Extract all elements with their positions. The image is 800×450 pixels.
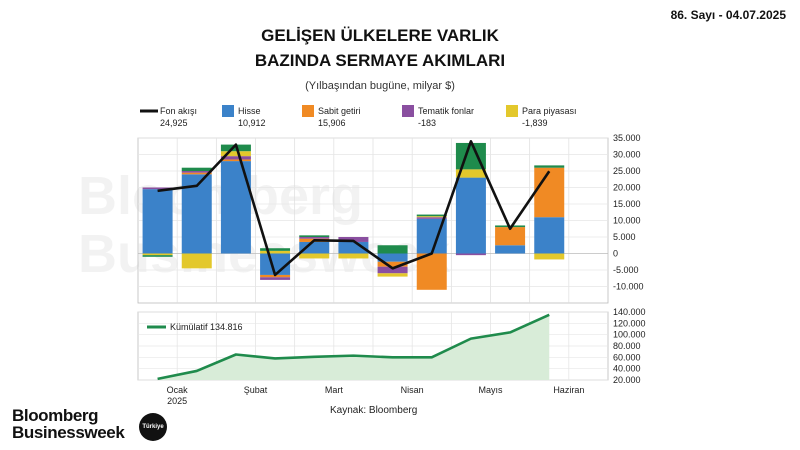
x-tick-label: Ocak	[167, 385, 189, 395]
legend-label-cumulative: Kümülatif 134.816	[170, 322, 243, 332]
bar-segment-hisse	[455, 177, 486, 254]
bar-segment-other	[299, 235, 330, 237]
logo-line2: Businessweek	[12, 423, 125, 442]
bottom-y-tick-label: 40.000	[613, 364, 641, 374]
bar-segment-other	[416, 214, 447, 217]
top-y-tick-label: 10.000	[613, 216, 641, 226]
bar-segment-tematik	[455, 253, 486, 256]
bar-segment-other	[377, 245, 408, 254]
top-y-tick-label: 30.000	[613, 150, 641, 160]
cumulative-line	[157, 313, 550, 381]
top-y-tick-label: 0	[613, 249, 618, 259]
legend-value-fon: 24,925	[160, 118, 188, 128]
bar-segment-sabit	[416, 253, 447, 290]
bar-segment-hisse	[220, 161, 251, 254]
legend-label-fon: Fon akışı	[160, 106, 197, 116]
logo-badge: Türkiye	[139, 413, 167, 441]
chart-subtitle: (Yılbaşından bugüne, milyar $)	[305, 80, 455, 92]
x-tick-sublabel: 2025	[167, 396, 187, 406]
legend-value-tematik: -183	[418, 118, 436, 128]
bottom-y-tick-label: 120.000	[613, 318, 646, 328]
bar-segment-para	[455, 169, 486, 178]
legend-value-para: -1,839	[522, 118, 548, 128]
legend-swatch-hisse	[222, 105, 234, 117]
bar-segment-hisse	[534, 217, 565, 254]
bar-segment-sabit	[534, 167, 565, 218]
bar-segment-other	[181, 167, 212, 171]
bar-segment-para	[377, 273, 408, 277]
top-y-tick-label: 35.000	[613, 133, 641, 143]
top-y-tick-label: -5.000	[613, 265, 639, 275]
top-y-tick-label: 5.000	[613, 232, 636, 242]
x-tick-label: Mart	[325, 385, 343, 395]
bar-segment-tematik	[142, 187, 173, 190]
bar-segment-sabit	[220, 159, 251, 162]
bar-segment-sabit	[495, 227, 526, 246]
bar-segment-tematik	[338, 237, 369, 242]
bar-segment-tematik	[220, 156, 251, 160]
top-y-tick-label: 25.000	[613, 166, 641, 176]
bar-segment-hisse	[338, 241, 369, 254]
source-label: Kaynak: Bloomberg	[330, 405, 418, 416]
chart-title-line1: GELİŞEN ÜLKELERE VARLIK	[261, 26, 499, 45]
top-y-tick-label: 20.000	[613, 183, 641, 193]
bar-segment-hisse	[299, 241, 330, 254]
bar-segment-sabit	[377, 261, 408, 267]
legend-swatch-para	[506, 105, 518, 117]
bottom-y-tick-label: 140.000	[613, 307, 646, 317]
legend-label-para: Para piyasası	[522, 106, 577, 116]
bottom-y-tick-label: 80.000	[613, 341, 641, 351]
bar-segment-hisse	[377, 253, 408, 262]
bar-segment-sabit	[181, 172, 212, 175]
bar-segment-para	[299, 253, 330, 259]
legend-swatch-sabit	[302, 105, 314, 117]
legend-label-hisse: Hisse	[238, 106, 261, 116]
publisher-logo: Bloomberg Businessweek	[12, 406, 125, 442]
bar-segment-para	[534, 253, 565, 260]
bar-segment-para	[220, 151, 251, 157]
legend-value-sabit: 15,906	[318, 118, 346, 128]
chart-title-line2: BAZINDA SERMAYE AKIMLARI	[254, 51, 506, 70]
legend-value-hisse: 10,912	[238, 118, 266, 128]
bottom-y-tick-label: 100.000	[613, 330, 646, 340]
top-y-tick-label: 15.000	[613, 199, 641, 209]
bar-segment-tematik	[299, 237, 330, 239]
legend-label-tematik: Tematik fonlar	[418, 106, 474, 116]
bar-segment-tematik	[416, 217, 447, 219]
bar-segment-other	[260, 248, 291, 251]
bar-segment-tematik	[181, 171, 212, 173]
x-tick-label: Haziran	[553, 385, 584, 395]
x-tick-label: Şubat	[244, 385, 268, 395]
bar-segment-para	[416, 216, 447, 218]
bottom-y-tick-label: 60.000	[613, 352, 641, 362]
bar-segment-tematik	[377, 266, 408, 274]
bar-segment-hisse	[142, 189, 173, 254]
bar-segment-para	[142, 253, 173, 256]
bar-segment-para	[338, 253, 369, 259]
top-y-tick-label: -10.000	[613, 282, 644, 292]
x-tick-label: Nisan	[401, 385, 424, 395]
bar-segment-hisse	[495, 245, 526, 254]
bar-segment-para	[181, 253, 212, 269]
bar-segment-other	[142, 255, 173, 257]
legend-label-sabit: Sabit getiri	[318, 106, 361, 116]
bottom-y-tick-label: 20.000	[613, 375, 641, 385]
bar-segment-para	[260, 250, 291, 254]
legend-swatch-tematik	[402, 105, 414, 117]
logo-line1: Bloomberg	[12, 406, 99, 425]
watermark-line1: Bloomberg	[78, 166, 363, 226]
bar-segment-other	[534, 165, 565, 168]
issue-label: 86. Sayı - 04.07.2025	[670, 8, 786, 22]
x-tick-label: Mayıs	[478, 385, 503, 395]
bar-segment-tematik	[260, 277, 291, 280]
cumulative-area-fill	[157, 314, 550, 380]
